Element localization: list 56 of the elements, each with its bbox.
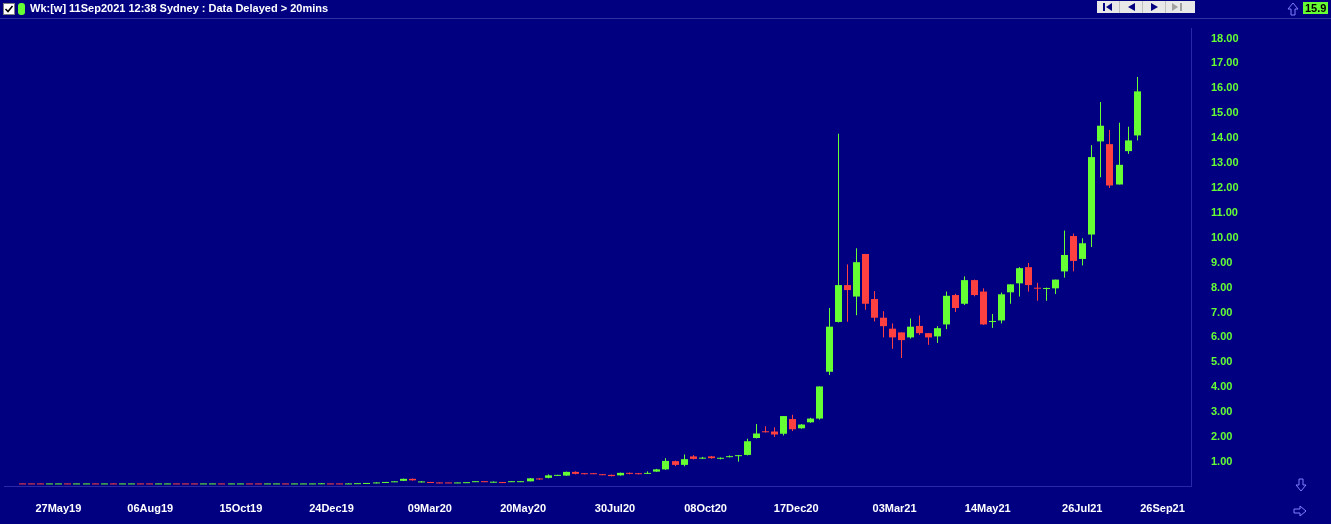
x-tick-label: 26Jul21: [1062, 502, 1103, 515]
candlestick: [907, 317, 914, 340]
y-tick-label: 14.00: [1211, 131, 1239, 144]
candlestick: [952, 293, 959, 313]
y-tick-label: 16.00: [1211, 81, 1239, 94]
candlestick: [1034, 282, 1041, 302]
x-tick-label: 15Oct19: [219, 502, 263, 515]
y-tick-label: 13.00: [1211, 156, 1239, 169]
candlestick: [1125, 126, 1132, 155]
y-tick-label: 11.00: [1211, 205, 1238, 218]
y-tick-label: 18.00: [1211, 31, 1239, 44]
candlestick: [916, 314, 923, 336]
y-tick-label: 10.00: [1211, 230, 1239, 243]
candlestick: [1097, 101, 1104, 178]
candlestick: [762, 425, 769, 434]
x-tick-label: 08Oct20: [684, 502, 727, 515]
candlestick: [898, 331, 905, 359]
y-tick-label: 7.00: [1211, 305, 1233, 318]
y-tick-label: 2.00: [1211, 430, 1233, 443]
candlestick: [1061, 230, 1068, 279]
candlestick: [1079, 237, 1086, 266]
candlestick: [844, 263, 851, 323]
candlestick: [961, 275, 968, 306]
candlestick: [889, 322, 896, 350]
x-tick-label: 27May19: [35, 502, 82, 515]
candlestick: [1043, 287, 1050, 302]
text: 15.9: [1303, 2, 1329, 14]
x-tick-label: 20May20: [500, 502, 547, 515]
candlestick: [644, 470, 651, 475]
chart-title: Wk:[w] 11Sep2021 12:38 Sydney : Data Delayed > 20mins: [30, 2, 329, 14]
x-tick-label: 06Aug19: [127, 502, 174, 515]
x-tick-label: 03Mar21: [872, 502, 917, 515]
x-tick-label: 26Sep21: [1140, 502, 1185, 515]
y-tick-label: 8.00: [1211, 280, 1233, 293]
candlestick: [780, 415, 787, 436]
candlestick: [1116, 122, 1123, 185]
y-tick-label: 5.00: [1211, 355, 1233, 368]
y-tick-label: 1.00: [1211, 454, 1233, 467]
candlestick: [871, 290, 878, 322]
candlestick: [1016, 266, 1023, 298]
candlestick: [1007, 283, 1014, 305]
y-tick-label: 4.00: [1211, 380, 1233, 393]
x-tick-label: 24Dec19: [309, 502, 354, 515]
y-tick-label: 12.00: [1211, 181, 1239, 194]
candlestick: [1025, 262, 1032, 293]
x-tick-label: 30Jul20: [594, 502, 636, 515]
candlestick: [989, 313, 996, 329]
y-tick-label: 6.00: [1211, 330, 1233, 343]
x-tick-label: 14May21: [964, 502, 1011, 515]
x-tick-label: 17Dec20: [773, 502, 819, 515]
y-tick-label: 15.00: [1211, 106, 1239, 119]
candlestick: [880, 310, 887, 338]
y-tick-label: 3.00: [1211, 405, 1233, 418]
y-tick-label: 9.00: [1211, 255, 1233, 268]
y-tick-label: 17.00: [1211, 56, 1239, 69]
x-tick-label: 09Mar20: [407, 502, 452, 515]
